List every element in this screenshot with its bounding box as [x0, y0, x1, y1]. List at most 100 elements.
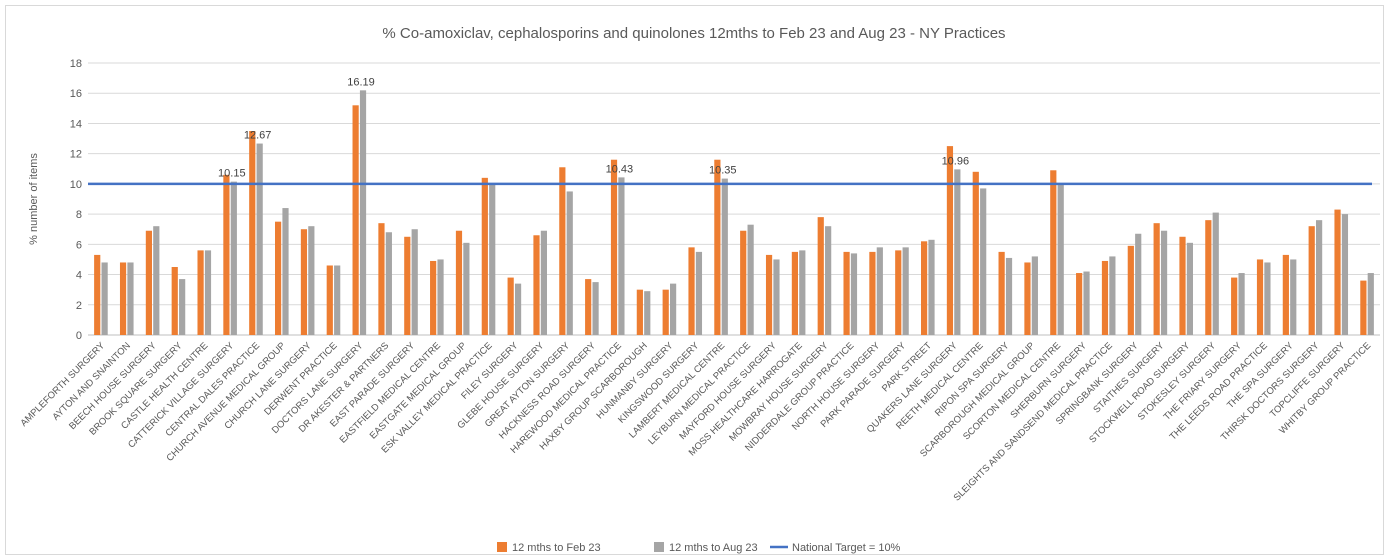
- bar-feb23: [119, 262, 127, 335]
- bars: [94, 90, 1374, 336]
- bar-aug23: [799, 250, 806, 335]
- bar-feb23: [378, 223, 385, 335]
- bar-aug23: [850, 253, 858, 335]
- bar-aug23: [773, 259, 780, 335]
- bar-aug23: [282, 208, 289, 335]
- bar-feb23: [1153, 223, 1160, 335]
- bar-feb23: [481, 177, 488, 335]
- data-label: 10.15: [218, 168, 246, 180]
- bar-feb23: [404, 236, 411, 335]
- bar-aug23: [902, 247, 909, 335]
- bar-aug23: [489, 183, 496, 335]
- bar-aug23: [437, 259, 444, 335]
- legend: 12 mths to Feb 23 12 mths to Aug 23 Nation…: [497, 542, 901, 554]
- bar-feb23: [1308, 226, 1315, 335]
- y-tick-label: 2: [76, 300, 82, 312]
- bar-feb23: [430, 260, 437, 335]
- bar-aug23: [1290, 259, 1297, 335]
- legend-swatch-feb23: [497, 542, 507, 552]
- legend-label: 12 mths to Aug 23: [669, 542, 758, 554]
- bar-feb23: [1127, 245, 1134, 335]
- bar-feb23: [1334, 209, 1341, 335]
- bar-feb23: [1179, 236, 1186, 335]
- bar-aug23: [411, 229, 418, 335]
- bar-aug23: [1212, 212, 1219, 335]
- y-tick-label: 4: [76, 270, 82, 282]
- bar-feb23: [843, 251, 850, 335]
- data-label: 10.43: [606, 163, 634, 175]
- bar-feb23: [559, 167, 566, 335]
- bar-feb23: [921, 241, 928, 335]
- bar-aug23: [1160, 230, 1168, 335]
- bar-feb23: [998, 251, 1005, 335]
- bar-aug23: [954, 169, 961, 335]
- bar-feb23: [765, 254, 773, 335]
- bar-feb23: [946, 146, 954, 335]
- y-tick-label: 14: [70, 118, 82, 130]
- bar-feb23: [585, 279, 592, 335]
- bar-aug23: [359, 90, 367, 336]
- bar-aug23: [101, 262, 108, 335]
- data-label: 10.96: [942, 155, 970, 167]
- bar-aug23: [721, 178, 728, 335]
- bar-aug23: [1341, 214, 1349, 335]
- legend-label: National Target = 10%: [792, 542, 901, 554]
- legend-label: 12 mths to Feb 23: [512, 542, 601, 554]
- bar-aug23: [592, 282, 599, 335]
- data-label: 16.19: [347, 76, 375, 88]
- bar-aug23: [618, 177, 625, 335]
- bar-feb23: [714, 159, 721, 335]
- bar-feb23: [94, 254, 101, 335]
- bar-feb23: [1231, 277, 1238, 335]
- bar-feb23: [507, 277, 514, 335]
- bar-aug23: [1367, 273, 1374, 335]
- bar-feb23: [662, 289, 669, 335]
- bar-aug23: [644, 291, 651, 335]
- legend-swatch-aug23: [654, 542, 664, 552]
- bar-feb23: [533, 235, 540, 335]
- bar-aug23: [1109, 256, 1116, 335]
- bar-aug23: [825, 226, 832, 335]
- bar-feb23: [249, 131, 256, 335]
- bar-feb23: [817, 217, 824, 335]
- bar-feb23: [300, 229, 308, 335]
- bar-feb23: [1256, 259, 1264, 335]
- y-axis-ticks: 0 2 4 6 8 10 12 14 16 18: [70, 58, 82, 342]
- bar-aug23: [1005, 257, 1013, 335]
- data-label: 12.67: [244, 130, 272, 142]
- bar-aug23: [153, 226, 160, 335]
- bar-aug23: [1135, 233, 1142, 335]
- bar-feb23: [197, 250, 204, 335]
- bar-aug23: [928, 239, 935, 335]
- y-tick-label: 12: [70, 149, 82, 161]
- bar-aug23: [230, 181, 237, 335]
- bar-feb23: [352, 105, 359, 335]
- bar-aug23: [385, 232, 392, 335]
- chart-title: % Co-amoxiclav, cephalosporins and quino…: [382, 25, 1005, 42]
- bar-aug23: [876, 247, 883, 335]
- bar-aug23: [695, 251, 703, 335]
- bar-feb23: [972, 171, 979, 335]
- bar-aug23: [334, 265, 341, 335]
- bar-feb23: [1076, 273, 1083, 335]
- bar-feb23: [1101, 260, 1109, 335]
- data-label: 10.35: [709, 165, 737, 177]
- bar-aug23: [308, 226, 315, 335]
- bar-aug23: [566, 191, 573, 335]
- y-tick-label: 6: [76, 239, 82, 251]
- bar-feb23: [223, 174, 230, 335]
- data-labels: 10.15 12.67 16.19 10.43 10.35 10.96: [218, 76, 969, 179]
- bar-feb23: [740, 230, 747, 335]
- bar-feb23: [455, 230, 463, 335]
- bar-aug23: [670, 283, 677, 335]
- bar-feb23: [610, 159, 618, 335]
- bar-aug23: [1264, 262, 1271, 335]
- y-tick-label: 10: [70, 179, 82, 191]
- y-tick-label: 0: [76, 330, 82, 342]
- y-axis-title: % number of items: [28, 153, 40, 245]
- bar-aug23: [1238, 273, 1245, 335]
- bar-aug23: [1083, 271, 1090, 335]
- bar-aug23: [747, 224, 754, 335]
